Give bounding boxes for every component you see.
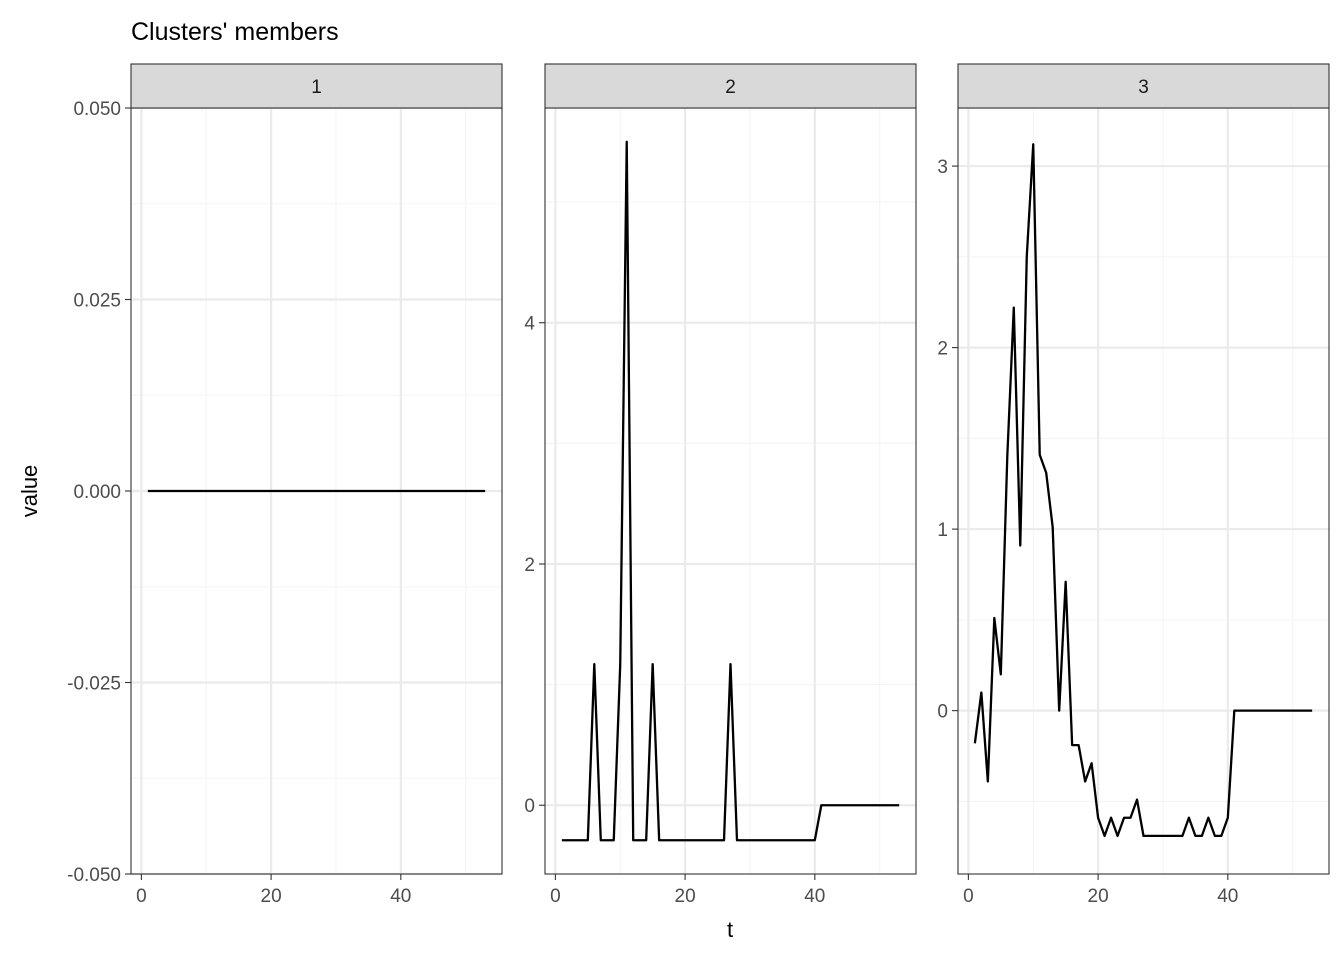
facet-panel-3: 3 0 1 2 3 0 20 40 (937, 63, 1330, 907)
x-axis-label: t (727, 917, 733, 942)
y-tick-label: 0 (937, 702, 948, 723)
panel-background (958, 108, 1329, 874)
panel-background (545, 108, 916, 874)
x-tick-label: 0 (136, 886, 147, 907)
y-tick-label: -0.025 (67, 674, 121, 695)
y-tick-label: -0.050 (67, 865, 121, 886)
x-tick-label: 0 (963, 886, 974, 907)
chart-title: Clusters' members (131, 18, 339, 46)
facet-strip (544, 63, 917, 109)
y-tick-label: 3 (937, 157, 948, 178)
x-tick-label: 20 (1088, 886, 1109, 907)
facet-strip-label: 1 (311, 77, 322, 98)
y-tick-label: 0.025 (73, 291, 121, 312)
facet-panel-1: 1 -0.050 -0.025 0.000 0.025 0.050 0 20 40 (67, 63, 503, 907)
x-tick-label: 0 (550, 886, 561, 907)
x-tick-label: 40 (390, 886, 411, 907)
x-tick-label: 20 (675, 886, 696, 907)
y-tick-label: 0.000 (73, 482, 121, 503)
y-tick-label: 4 (524, 314, 535, 335)
series-line (561, 140, 900, 842)
facet-strip (957, 63, 1330, 109)
y-tick-label: 1 (937, 520, 948, 541)
x-tick-label: 40 (1217, 886, 1238, 907)
series-line (973, 143, 1313, 838)
facet-strip (130, 63, 503, 109)
y-tick-label: 0.050 (73, 99, 121, 120)
x-tick-label: 20 (261, 886, 282, 907)
y-tick-label: 0 (524, 796, 535, 817)
y-tick-label: 2 (524, 555, 535, 576)
y-axis-label: value (17, 465, 42, 518)
x-tick-label: 40 (804, 886, 825, 907)
facet-strip-label: 2 (725, 77, 736, 98)
facet-strip-label: 3 (1138, 77, 1149, 98)
y-tick-label: 2 (937, 339, 948, 360)
